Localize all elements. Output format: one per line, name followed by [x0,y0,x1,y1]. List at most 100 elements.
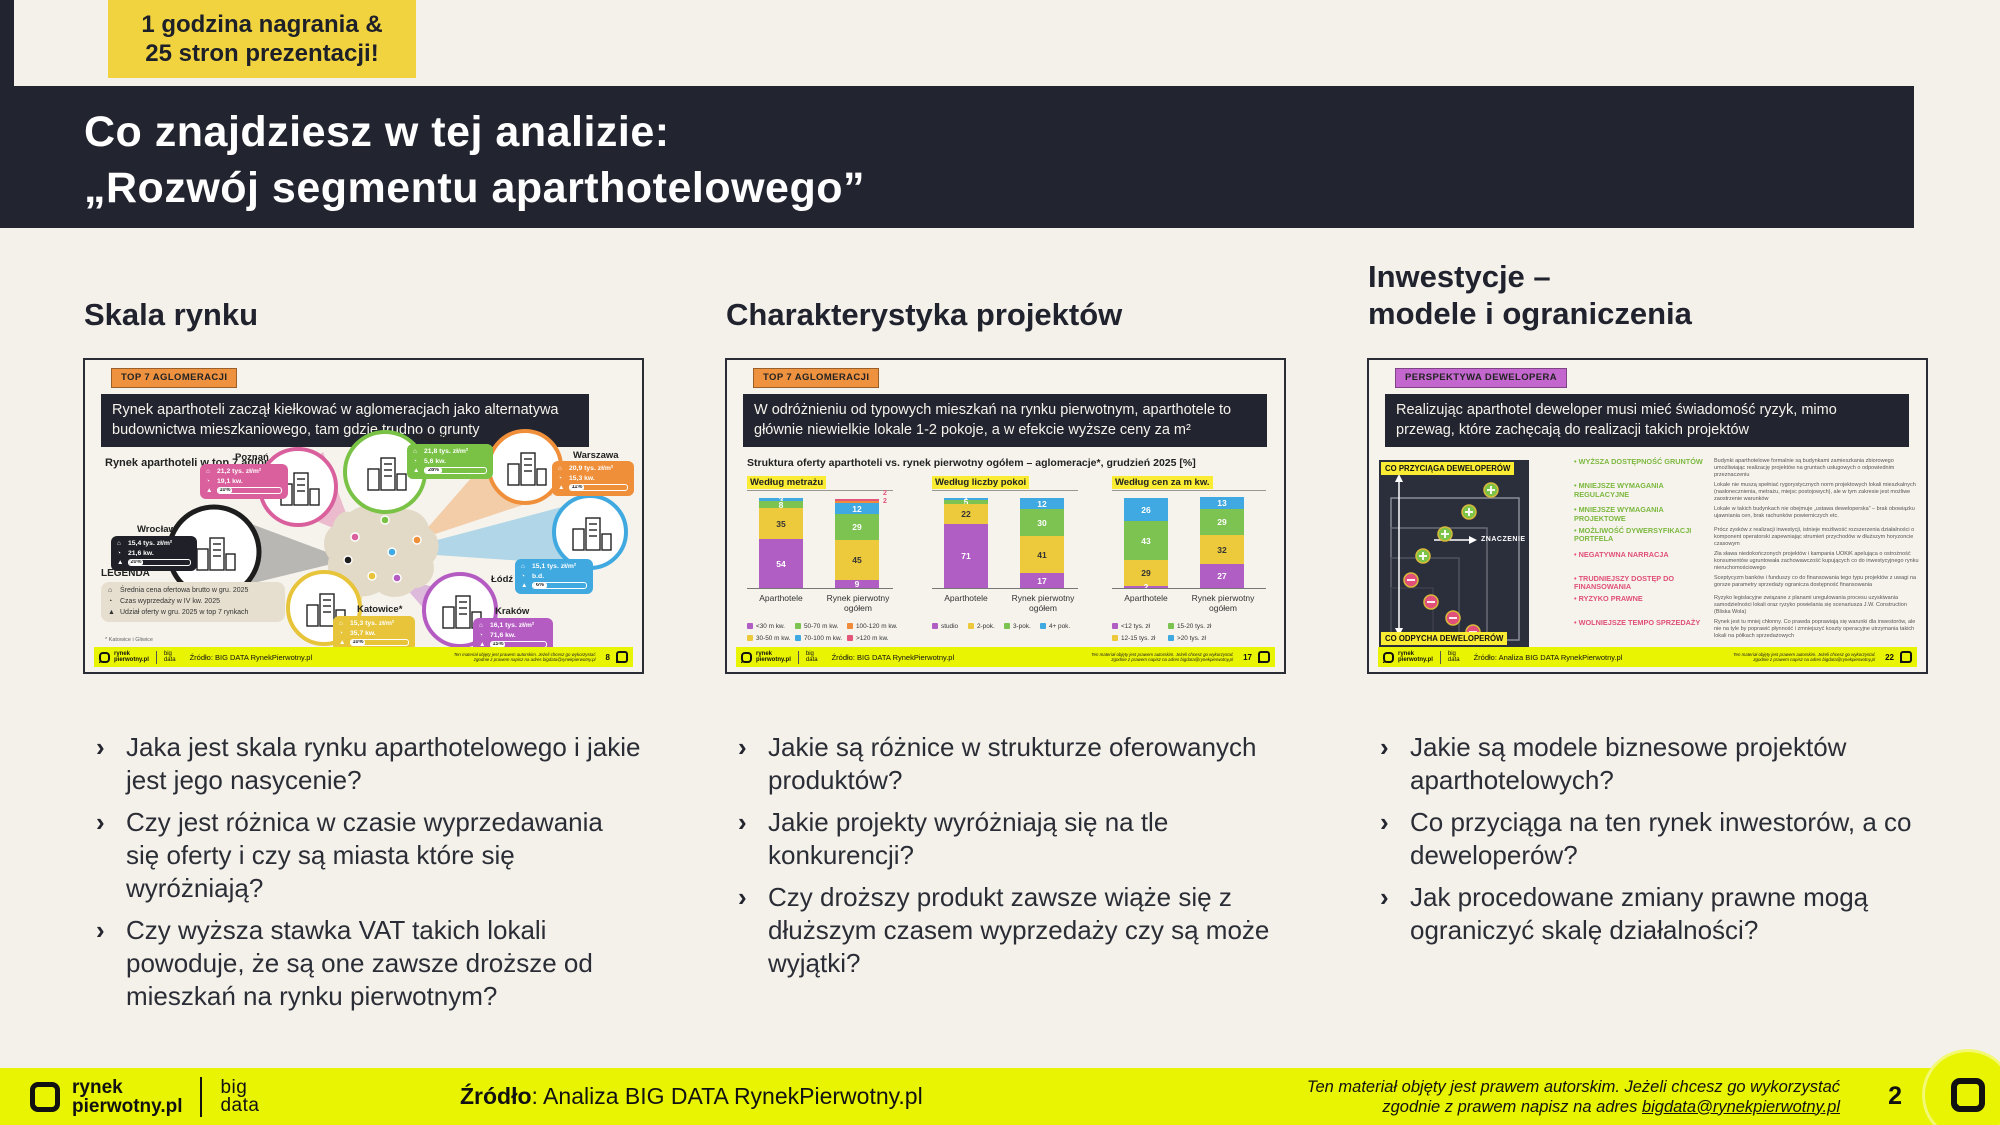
share-value: 15% [491,641,505,648]
clock-icon: ◔ [117,549,121,557]
brand-line2: pierwotny.pl [72,1095,183,1117]
city-card-trojmiasto: ⌂ 21,8 tys. zł/m² ◔ 5,6 kw. ▲ 28% [407,444,493,479]
share-value: 6% [533,583,547,589]
bar-label: Aparthotele [1124,593,1168,603]
column-title-inwestycje-line2: modele i ograniczenia [1368,296,1692,331]
chart-legend: studio 2-pok. 3-pok. 4+ pok. [932,620,1078,632]
thumb1-copyright: Ten materiał objęty jest prawem autorski… [453,651,596,662]
clock-icon: ◔ [521,572,525,580]
seg-value: 17 [1037,575,1047,586]
question-item: › Jakie są różnice w strukturze oferowany… [738,732,1257,795]
thumbnail-inwestycje: PERSPEKTYWA DEWELOPERA Realizując aparth… [1367,358,1928,674]
bigdata-line2: data [220,1094,260,1116]
thumb1-source-bar: rynek pierwotny.pl big data Źródło: BIG DA… [94,647,633,667]
pro-item: MOŻLIWOŚĆ DYWERSYFIKACJI PORTFELA [1574,526,1706,548]
thumb3-page-number: 22 [1885,652,1894,662]
brand-square-icon [1900,651,1912,663]
column-title-inwestycje: Inwestycje – modele i ograniczenia [1368,258,1692,332]
bar-label: Rynek pierwotny ogółem [1011,593,1075,613]
seg-value: 45 [852,555,862,565]
question-item: › Jak procedowane zmiany prawne mogą ogra… [1380,882,1869,945]
city-card-warszawa: ⌂ 20,9 tys. zł/m² ◔ 15,3 kw. ▲ 11% [552,461,634,496]
logo-divider [797,650,799,664]
thumbnail-skala-rynku: TOP 7 AGLOMERACJI Rynek aparthoteli zacz… [83,358,644,674]
pro-desc: Lokale nie muszą spełniać rygorystycznyc… [1714,482,1916,502]
city-name-trojmiasto: Trójmiasto [415,432,464,443]
logo-divider [155,650,157,664]
thumb1-source: Źródło: BIG DATA RynekPierwotny.pl [189,652,313,662]
seg-value: 13 [1217,498,1227,508]
city-price: 21,8 tys. zł/m² [424,448,469,455]
pro-item: MNIEJSZE WYMAGANIA PROJEKTOWE [1574,505,1706,524]
bar-aparthotele: 2 29 43 26 [1124,498,1168,592]
rynekpierwotny-logo-icon [741,651,752,663]
price-icon: ⌂ [558,465,562,472]
city-card-krakow: ⌂ 16,1 tys. zł/m² ◔ 71,6 kw. ▲ 15% [473,618,553,653]
pro-desc: Budynki aparthotelowe formalnie są budyn… [1714,458,1895,478]
brand-circle-logo [1922,1049,2000,1125]
city-card-poznan: ⌂ 21,2 tys. zł/m² ◔ 19,1 kw. ▲ 10% [200,464,288,499]
x-axis [747,588,893,589]
share-icon: ▲ [521,582,528,589]
question-item: › Co przyciąga na ten rynek inwestorów, a… [1380,807,1912,870]
share-bar: 20% [128,559,191,567]
con-item: RYZYKO PRAWNE [1574,594,1706,616]
question-item: › Jakie są modele biznesowe projektów apa… [1380,732,1847,795]
city-name-poznan: Poznań [235,452,269,463]
questions-charakterystyka: › Jakie są różnice w strukturze oferowany… [738,731,1283,989]
city-time: 19,1 kw. [217,477,243,485]
price-icon: ⌂ [521,563,525,570]
share-icon: ▲ [558,484,565,491]
chevron-icon: › [96,807,105,837]
city-card-katowice: ⌂ 15,3 tys. zł/m² ◔ 35,7 kw. ▲ 10% [333,616,415,651]
city-name-katowice: Katowice* [357,604,403,615]
thumb3-source-bar: rynek pierwotny.pl big data Źródło: Analiz… [1378,647,1917,667]
city-price: 15,1 tys. zł/m² [532,563,577,570]
legend-item: Udział oferty w gru. 2025 w top 7 rynkac… [120,609,249,616]
brand-line1: rynek [72,1076,123,1098]
share-bar: 11% [569,484,628,492]
pro-item: WYŻSZA DOSTĘPNOŚĆ GRUNTÓW [1574,457,1706,479]
seg-value: 26 [1141,504,1151,515]
top-badge-line2: 25 stron prezentacji! [145,40,379,67]
seg-value: 8 [778,499,784,510]
page-number: 2 [1888,1082,1902,1110]
chart-group-title: Według metrażu [747,476,827,489]
seg-value: 30 [1037,517,1047,528]
footer-source: Źródło: Analiza BIG DATA RynekPierwotny.… [460,1083,923,1109]
stacked-bars: 2 29 43 26 27 32 29 13 [1112,496,1272,592]
chart-rule [1112,490,1266,491]
rynekpierwotny-logo: rynek pierwotny.pl big data [99,650,176,664]
chevron-icon: › [1380,732,1389,762]
legend-box: ⌂ Średnia cena ofertowa brutto w gru. 202… [101,582,285,622]
bar-label: Rynek pierwotny ogółem [1191,593,1255,613]
city-price: 15,4 tys. zł/m² [128,540,173,547]
seg-value: 29 [852,522,862,532]
price-icon: ⌂ [117,540,121,547]
question-item: › Jaka jest skala rynku aparthotelowego i… [96,732,641,795]
share-value: 28% [425,468,443,474]
city-card-lodz: ⌂ 15,1 tys. zł/m² ◔ b.d. ▲ 6% [515,559,593,594]
questions-skala-rynku: › Jaka jest skala rynku aparthotelowego i… [96,731,641,1022]
question-item: › Czy jest różnica w czasie wyprzedawania… [96,807,603,903]
clock-icon: ◔ [108,598,113,605]
bar-label: Aparthotele [759,593,803,603]
chart-group-pokoje: Według liczby pokoi 71 22 5 1 17 41 30 1… [932,472,1084,648]
thumb2-page-number: 17 [1243,652,1252,662]
clock-icon: ◔ [558,474,562,482]
bigdata-line2: data [163,657,176,663]
bigdata-email-link[interactable]: bigdata@rynekpierwotny.pl [1641,1097,1840,1116]
bar-rynek-pierwotny: 27 32 29 13 [1200,497,1244,588]
bigdata-line1: big [220,1076,248,1098]
poland-map-graphic [166,429,628,648]
seg-value: 12 [852,503,862,514]
seg-value: 32 [1217,544,1227,555]
price-icon: ⌂ [413,448,417,455]
column-title-charakterystyka: Charakterystyka projektów [726,297,1123,332]
corner-strip [0,0,14,86]
brand-square-icon [1258,651,1270,663]
footer-copyright: Ten materiał objęty jest prawem autorski… [1306,1077,1840,1116]
thumb3-copyright: Ten materiał objęty jest prawem autorski… [1733,651,1876,662]
seg-value: 2 [1143,582,1149,592]
